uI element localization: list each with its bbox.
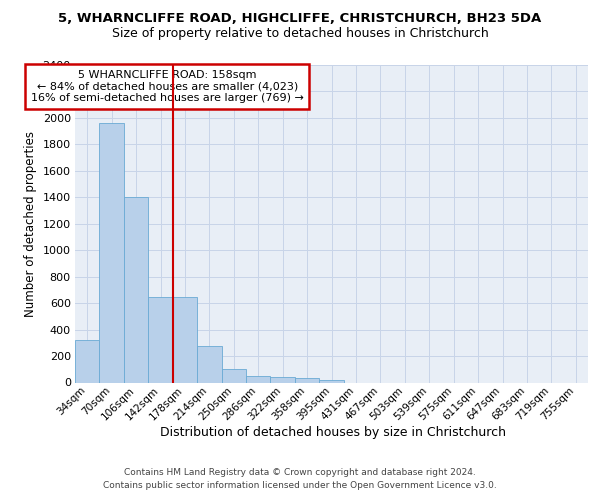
Bar	[271, 377, 295, 382]
Text: Contains public sector information licensed under the Open Government Licence v3: Contains public sector information licen…	[103, 480, 497, 490]
Bar	[124, 196, 148, 382]
Bar	[148, 296, 173, 382]
Bar	[246, 376, 271, 382]
Bar	[295, 378, 319, 382]
Text: Contains HM Land Registry data © Crown copyright and database right 2024.: Contains HM Land Registry data © Crown c…	[124, 468, 476, 477]
Text: 5 WHARNCLIFFE ROAD: 158sqm
← 84% of detached houses are smaller (4,023)
16% of s: 5 WHARNCLIFFE ROAD: 158sqm ← 84% of deta…	[31, 70, 304, 103]
Bar	[197, 346, 221, 383]
Y-axis label: Number of detached properties: Number of detached properties	[24, 130, 37, 317]
Bar	[221, 370, 246, 382]
Text: 5, WHARNCLIFFE ROAD, HIGHCLIFFE, CHRISTCHURCH, BH23 5DA: 5, WHARNCLIFFE ROAD, HIGHCLIFFE, CHRISTC…	[58, 12, 542, 25]
Bar	[319, 380, 344, 382]
Bar	[75, 340, 100, 382]
Text: Distribution of detached houses by size in Christchurch: Distribution of detached houses by size …	[160, 426, 506, 439]
Bar	[100, 123, 124, 382]
Bar	[173, 296, 197, 382]
Text: Size of property relative to detached houses in Christchurch: Size of property relative to detached ho…	[112, 28, 488, 40]
